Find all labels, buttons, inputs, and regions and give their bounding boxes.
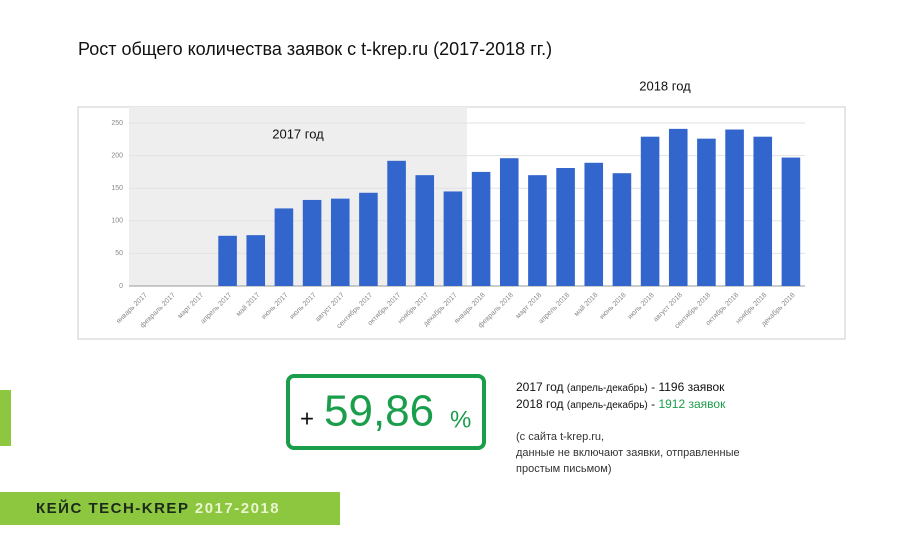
bar [218, 235, 237, 286]
note-year: 2018 год [516, 397, 564, 411]
result-sign: + [300, 405, 314, 432]
bar [725, 129, 744, 286]
banner-label: КЕЙС TECH-KREP [36, 499, 189, 517]
y-tick-label: 50 [115, 250, 123, 257]
y-tick-label: 100 [111, 218, 123, 225]
note-year: 2017 год [516, 380, 564, 394]
bar [753, 136, 773, 286]
note-period: (апрель-декабрь) [567, 382, 648, 394]
bar [274, 208, 294, 286]
bar [387, 160, 406, 286]
annotation: 2018 год [639, 78, 691, 93]
note-period: (апрель-декабрь) [567, 399, 648, 411]
bar [781, 157, 801, 286]
bar [471, 171, 491, 286]
note-line: 2017 год (апрель-декабрь) - 1196 заявок [516, 380, 725, 394]
y-tick-label: 150 [111, 185, 123, 192]
annotation: 2017 год [272, 126, 324, 141]
result-unit: % [450, 406, 471, 433]
bar [246, 235, 266, 286]
bar [556, 167, 575, 286]
note-count: 1912 заявок [658, 397, 726, 411]
shaded-region [129, 107, 467, 286]
y-tick-label: 0 [119, 283, 123, 290]
source-note: простым письмом) [516, 463, 612, 475]
bar [612, 173, 632, 286]
source-note: (с сайта t-krep.ru, [516, 431, 604, 443]
banner-bg [0, 492, 340, 525]
y-tick-label: 200 [111, 152, 123, 159]
bar [584, 162, 604, 286]
note-dash: - [651, 397, 655, 411]
y-tick-label: 250 [111, 120, 123, 127]
bar [302, 199, 322, 286]
bar [330, 198, 350, 286]
bar [697, 138, 716, 286]
result-box [286, 374, 486, 450]
accent-bar [0, 390, 11, 446]
source-note: данные не включают заявки, отправленные [516, 447, 740, 459]
bar [415, 175, 435, 286]
bar [668, 128, 688, 286]
chart-title: Рост общего количества заявок с t-krep.r… [78, 39, 552, 59]
bar [499, 158, 519, 286]
banner-years: 2017-2018 [195, 500, 280, 517]
note-count: - 1196 заявок [651, 380, 725, 394]
bar [640, 136, 660, 286]
result-value: 59,86 [324, 387, 434, 436]
bar [443, 191, 463, 286]
bar [528, 175, 547, 286]
note-line: 2018 год (апрель-декабрь) - 1912 заявок [516, 397, 726, 411]
banner: КЕЙС TECH-KREP 2017-2018 [36, 499, 280, 517]
bar [359, 192, 378, 286]
